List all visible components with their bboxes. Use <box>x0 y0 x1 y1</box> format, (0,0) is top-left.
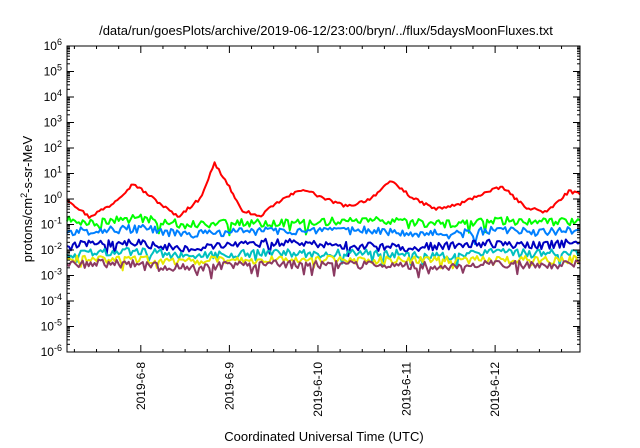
y-tick-label: 10-2 <box>41 241 62 257</box>
y-tick-label: 10-5 <box>41 318 62 334</box>
y-tick-exponent: 1 <box>57 165 62 175</box>
y-tick-base: 10 <box>44 141 58 155</box>
x-tick-label: 2019-6-10 <box>311 362 325 417</box>
y-tick-exponent: -1 <box>54 216 62 226</box>
y-tick-label: 101 <box>44 165 62 181</box>
y-tick-base: 10 <box>44 39 58 53</box>
series-line-5 <box>66 246 581 269</box>
y-tick-base: 10 <box>44 65 58 79</box>
y-tick-exponent: 6 <box>57 37 62 47</box>
y-tick-base: 10 <box>41 345 55 359</box>
y-tick-label: 102 <box>44 139 62 155</box>
y-tick-label: 10-1 <box>41 216 62 232</box>
y-tick-exponent: 0 <box>57 190 62 200</box>
y-tick-base: 10 <box>41 269 55 283</box>
x-tick-label: 2019-6-8 <box>134 362 148 410</box>
y-axis-label-post: -s-sr-MeV <box>20 135 35 192</box>
x-tick-label: 2019-6-11 <box>400 362 414 416</box>
y-axis-label-pre: protons/cm <box>20 198 35 262</box>
series-line-2 <box>66 213 581 237</box>
x-tick-label: 2019-6-12 <box>488 362 502 417</box>
chart-title: /data/run/goesPlots/archive/2019-06-12/2… <box>99 23 553 38</box>
y-tick-base: 10 <box>44 167 58 181</box>
y-tick-label: 103 <box>44 114 62 130</box>
y-tick-label: 100 <box>44 190 62 206</box>
y-tick-label: 106 <box>44 37 62 53</box>
y-tick-exponent: -4 <box>54 292 62 302</box>
y-axis: 10610510410310210110010-110-210-310-410-… <box>41 37 580 359</box>
x-tick-label: 2019-6-9 <box>222 362 236 410</box>
y-tick-exponent: -6 <box>54 343 62 353</box>
y-tick-exponent: -3 <box>54 267 62 277</box>
y-tick-label: 105 <box>44 63 62 79</box>
y-tick-base: 10 <box>41 218 55 232</box>
y-tick-label: 104 <box>44 88 62 104</box>
y-tick-base: 10 <box>41 294 55 308</box>
y-tick-exponent: 3 <box>57 114 62 124</box>
y-tick-label: 10-3 <box>41 267 62 283</box>
y-tick-base: 10 <box>41 320 55 334</box>
series-line-3 <box>66 223 581 246</box>
y-axis-label: protons/cm2-s-sr-MeV <box>19 135 35 262</box>
y-tick-exponent: 2 <box>57 139 62 149</box>
y-tick-base: 10 <box>44 90 58 104</box>
y-tick-exponent: -5 <box>54 318 62 328</box>
y-tick-label: 10-4 <box>41 292 62 308</box>
x-axis-label: Coordinated Universal Time (UTC) <box>224 429 423 444</box>
y-tick-exponent: 5 <box>57 63 62 73</box>
series-line-4 <box>66 237 581 258</box>
y-axis-label-sup: 2 <box>19 193 29 198</box>
y-tick-label: 10-6 <box>41 343 62 359</box>
y-tick-base: 10 <box>41 243 55 257</box>
y-tick-base: 10 <box>44 116 58 130</box>
x-axis: 2019-6-8 2019-6-9 2019-6-10 2019-6-11 2019-6… <box>73 46 563 417</box>
series-line-7 <box>66 258 581 280</box>
series-layer <box>66 161 581 280</box>
y-tick-exponent: -2 <box>54 241 62 251</box>
y-tick-base: 10 <box>44 192 58 206</box>
y-tick-exponent: 4 <box>57 88 62 98</box>
series-line-1 <box>66 161 581 219</box>
